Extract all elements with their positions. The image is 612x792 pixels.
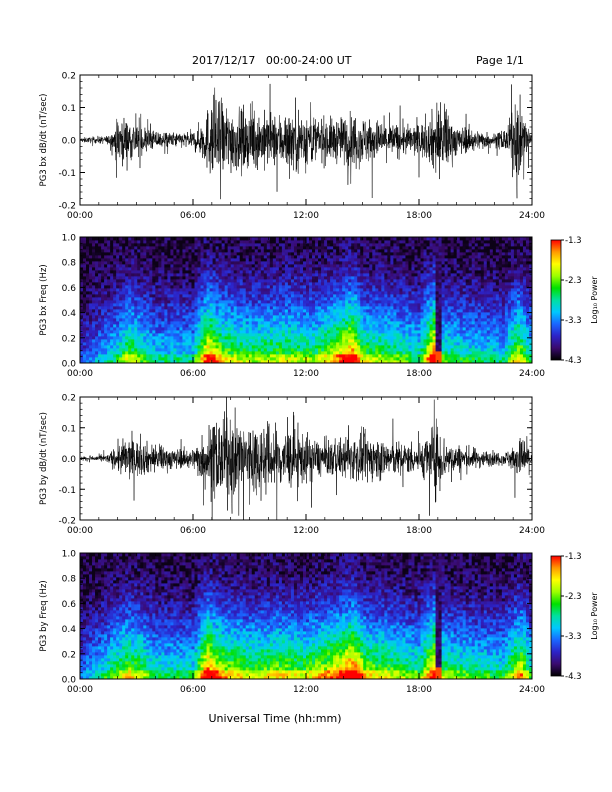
colorbar-tick-label: -1.3: [565, 236, 582, 246]
y-tick-label: 0.0: [62, 676, 77, 686]
y-tick-label: 0.2: [62, 650, 76, 660]
colorbar-tick-label: -4.3: [565, 672, 582, 682]
y-tick-label: 0.6: [62, 600, 77, 610]
x-tick-label: 00:00: [67, 211, 93, 221]
y-tick-label: 0.2: [62, 334, 76, 344]
y-axis-label: PG3 by Freq (Hz): [39, 580, 49, 651]
y-tick-label: 0.8: [62, 575, 77, 585]
x-tick-label: 00:00: [67, 526, 93, 536]
x-tick-label: 12:00: [293, 526, 319, 536]
y-tick-label: 0.2: [62, 394, 76, 404]
y-tick-label: 0.4: [62, 309, 77, 319]
colorbar-tick-label: -2.3: [565, 592, 582, 602]
y-tick-label: 0.2: [62, 72, 76, 82]
panel-by-freq: 1.0 0.8 0.6 0.4 0.2 0.000:00 06:00 12:00 18:00 24…: [39, 550, 545, 696]
x-tick-label: 06:00: [180, 526, 206, 536]
x-tick-label: 06:00: [180, 369, 206, 379]
colorbar-label: Log₁₀ Power: [590, 276, 599, 324]
x-tick-label: 18:00: [406, 369, 432, 379]
y-tick-label: 1.0: [62, 234, 77, 244]
x-tick-label: 06:00: [180, 685, 206, 695]
y-tick-label: 0.4: [62, 625, 77, 635]
colorbar-label: Log₁₀ Power: [590, 592, 599, 640]
spectrogram-cells: [80, 237, 532, 363]
page-number: Page 1/1: [476, 54, 524, 67]
y-tick-label: 0.1: [62, 424, 76, 434]
colorbar-tick-label: -4.3: [565, 356, 582, 366]
x-tick-label: 12:00: [293, 369, 319, 379]
waveform-trace: [80, 83, 532, 200]
date-range-title: 2017/12/17 00:00-24:00 UT: [192, 54, 352, 67]
panel-bx-freq: 1.0 0.8 0.6 0.4 0.2 0.000:00 06:00 12:00 18:00 24…: [39, 234, 545, 380]
x-tick-label: 24:00: [519, 369, 545, 379]
x-tick-label: 06:00: [180, 211, 206, 221]
panel-bx-dbdt: 0.2 0.1 0.0 -0.1 -0.200:00 06:00 12:00 18:00 24:…: [39, 72, 545, 222]
x-tick-label: 18:00: [406, 211, 432, 221]
x-tick-label: 24:00: [519, 211, 545, 221]
y-tick-label: 0.0: [62, 137, 77, 147]
colorbar-tick-label: -1.3: [565, 552, 582, 562]
colorbar-gradient: [550, 555, 562, 677]
y-tick-label: -0.1: [58, 486, 76, 496]
x-tick-label: 12:00: [293, 685, 319, 695]
colorbar-gradient: [550, 239, 562, 361]
panel-by-dbdt: 0.2 0.1 0.0 -0.1 -0.200:00 06:00 12:00 18:00 24:…: [39, 394, 545, 537]
x-tick-label: 24:00: [519, 685, 545, 695]
x-tick-label: 18:00: [406, 526, 432, 536]
chart-panels: 0.20.10.0-0.1-0.200:00 06:00 12:00 18:00 24:…: [39, 72, 545, 696]
y-tick-label: -0.2: [58, 202, 76, 212]
y-tick-label: 0.0: [62, 360, 77, 370]
x-axis-label: Universal Time (hh:mm): [209, 712, 342, 725]
colorbar-tick-label: -2.3: [565, 276, 582, 286]
y-tick-label: 0.0: [62, 455, 77, 465]
y-tick-label: 0.6: [62, 284, 77, 294]
y-tick-label: -0.1: [58, 169, 76, 179]
colorbar-tick-label: -3.3: [565, 632, 582, 642]
y-tick-label: 0.8: [62, 259, 77, 269]
colorbar-tick-label: -3.3: [565, 316, 582, 326]
page-header: 2017/12/17 00:00-24:00 UT Page 1/1: [0, 0, 612, 80]
x-tick-label: 12:00: [293, 211, 319, 221]
x-tick-label: 00:00: [67, 369, 93, 379]
y-tick-label: 0.1: [62, 104, 76, 114]
x-tick-label: 00:00: [67, 685, 93, 695]
x-tick-label: 18:00: [406, 685, 432, 695]
y-axis-label: PG3 bx Freq (Hz): [39, 264, 49, 335]
x-tick-label: 24:00: [519, 526, 545, 536]
colorbar-1: -1.3 -2.3 -3.3 -4.3 Log₁₀ Power: [550, 236, 599, 366]
y-tick-label: -0.2: [58, 517, 76, 527]
spectrogram-cells: [80, 553, 532, 679]
waveform-trace: [80, 397, 532, 520]
y-axis-label: PG3 by dB/dt (nT/sec): [39, 412, 49, 505]
colorbar-2: -1.3 -2.3 -3.3 -4.3 Log₁₀ Power: [550, 552, 599, 682]
y-tick-label: 1.0: [62, 550, 77, 560]
y-axis-label: PG3 bx dB/dt (nT/sec): [39, 94, 49, 187]
